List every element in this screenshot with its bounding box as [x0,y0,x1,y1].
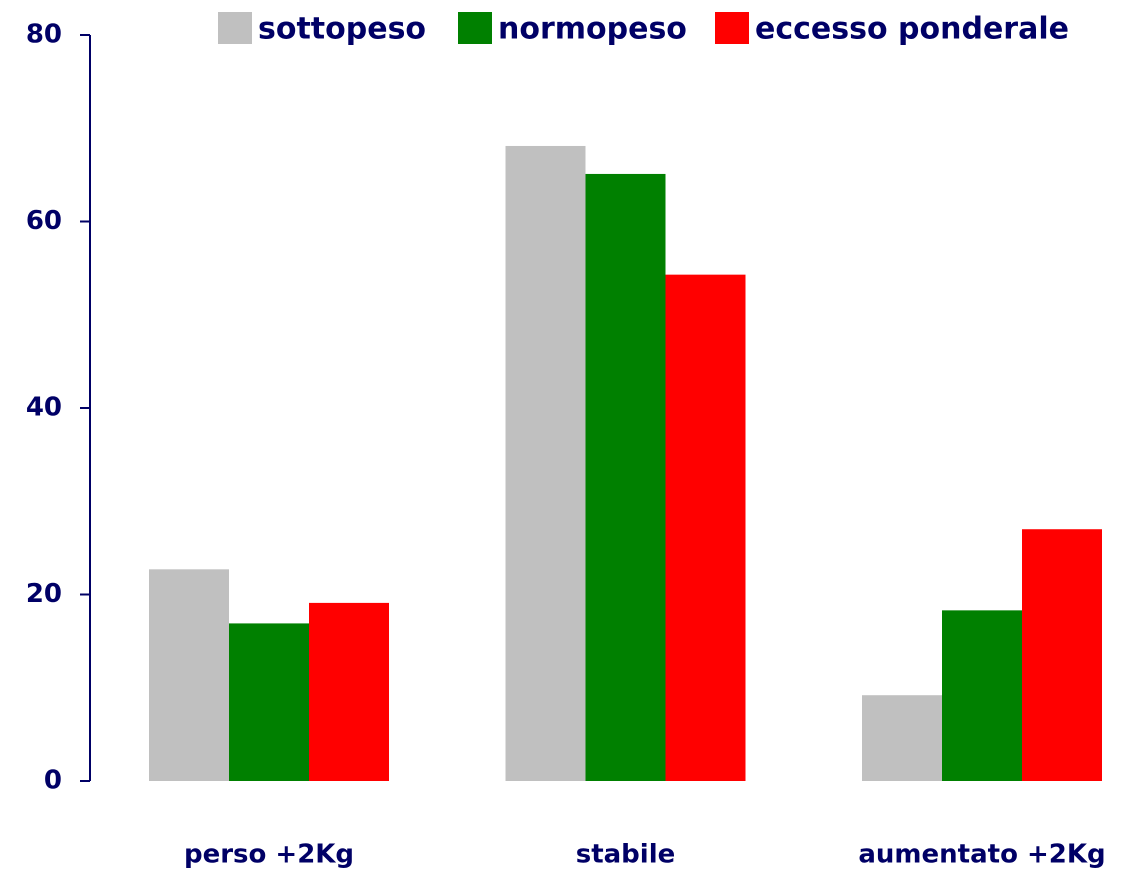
legend-label: sottopeso [258,12,426,47]
legend-swatch [715,12,749,44]
bar [149,569,229,781]
y-tick-label: 60 [26,206,62,236]
y-tick-label: 20 [26,579,62,609]
bar [309,602,389,781]
bar [665,274,746,781]
legend-label: normopeso [498,12,687,47]
legend-label: eccesso ponderale [755,12,1069,47]
x-tick-label: stabile [576,840,676,870]
bar [585,173,666,781]
legend-swatch [458,12,492,44]
x-tick-label: perso +2Kg [184,840,354,870]
legend-swatch [218,12,252,44]
y-tick-label: 0 [44,766,62,796]
y-tick-label: 40 [26,393,62,423]
bar [942,610,1022,781]
bar [1022,529,1102,781]
bar [505,145,586,781]
x-tick-label: aumentato +2Kg [858,840,1105,870]
bar [862,695,942,781]
bar [229,623,309,781]
y-tick-label: 80 [26,20,62,50]
